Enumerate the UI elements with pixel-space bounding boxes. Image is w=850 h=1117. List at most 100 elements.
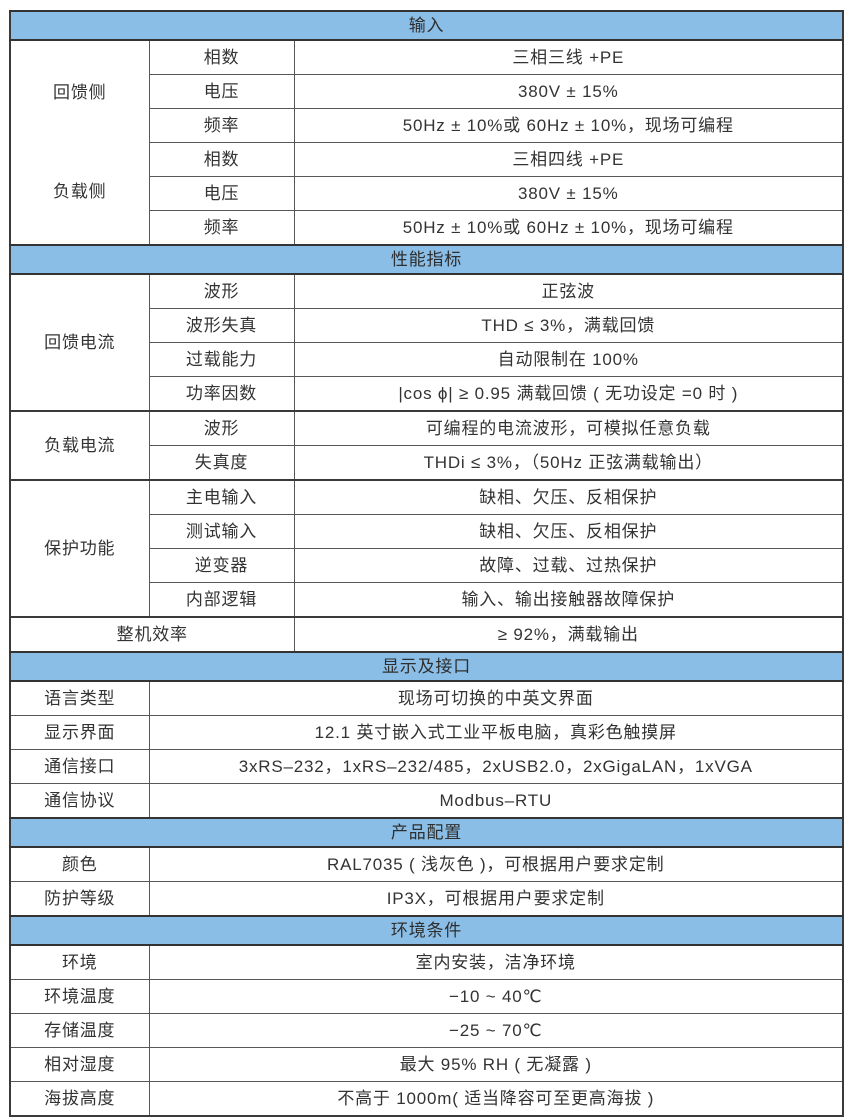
param-cell: 测试输入: [148, 514, 295, 549]
section-title-environment: 环境条件: [9, 915, 844, 946]
param-cell: 波形: [148, 273, 295, 309]
section-header-row-environment: 环境条件: [9, 915, 844, 946]
group-cell-protection: 保护功能: [9, 479, 150, 618]
value-cell: 正弦波: [293, 273, 844, 309]
table-row: 防护等级 IP3X，可根据用户要求定制: [9, 881, 844, 917]
table-row: 内部逻辑 输入、输出接触器故障保护: [10, 582, 844, 618]
value-cell: 50Hz ± 10%或 60Hz ± 10%，现场可编程: [293, 210, 844, 246]
value-cell: |cos ϕ| ≥ 0.95 满载回馈 ( 无功设定 =0 时 ): [293, 376, 844, 412]
table-row: 波形失真 THD ≤ 3%，满载回馈: [10, 308, 844, 343]
table-row: 逆变器 故障、过载、过热保护: [10, 548, 844, 583]
value-cell: 380V ± 15%: [293, 176, 844, 211]
value-cell: Modbus–RTU: [148, 783, 844, 819]
param-cell: 通信接口: [9, 749, 150, 784]
group-label-load-side: 负载侧: [53, 182, 107, 202]
param-cell: 环境温度: [9, 979, 150, 1014]
param-cell: 失真度: [148, 445, 295, 481]
param-cell: 海拔高度: [9, 1081, 150, 1117]
spec-sheet: 输入 回馈侧 负载侧 相数 三相三线 +PE 电压 380V ± 15% 频率 …: [9, 10, 844, 1117]
section-header-row-display-interface: 显示及接口: [9, 651, 844, 682]
value-cell: 三相三线 +PE: [293, 39, 844, 75]
value-cell: 12.1 英寸嵌入式工业平板电脑，真彩色触摸屏: [148, 715, 844, 750]
param-cell: 频率: [148, 108, 295, 143]
table-row: 显示界面 12.1 英寸嵌入式工业平板电脑，真彩色触摸屏: [9, 715, 844, 750]
value-cell: ≥ 92%，满载输出: [293, 616, 844, 653]
table-row: 保护功能 主电输入 缺相、欠压、反相保护: [9, 479, 844, 618]
param-cell: 颜色: [9, 846, 150, 882]
group-cell-feedback-current: 回馈电流: [9, 273, 150, 412]
param-cell: 过载能力: [148, 342, 295, 377]
section-title-product-config: 产品配置: [9, 817, 844, 848]
table-row: 通信接口 3xRS–232，1xRS–232/485，2xUSB2.0，2xGi…: [9, 749, 844, 784]
section-header-row-performance: 性能指标: [9, 244, 844, 275]
value-cell: 不高于 1000m( 适当降容可至更高海拔 ): [148, 1081, 844, 1117]
value-cell: 故障、过载、过热保护: [293, 548, 844, 583]
value-cell: 50Hz ± 10%或 60Hz ± 10%，现场可编程: [293, 108, 844, 143]
param-cell: 相数: [148, 39, 295, 75]
value-cell: IP3X，可根据用户要求定制: [148, 881, 844, 917]
value-cell: RAL7035 ( 浅灰色 )，可根据用户要求定制: [148, 846, 844, 882]
value-cell: 缺相、欠压、反相保护: [293, 514, 844, 549]
table-row: 频率 50Hz ± 10%或 60Hz ± 10%，现场可编程: [10, 210, 844, 246]
table-row-efficiency: 整机效率 ≥ 92%，满载输出: [9, 616, 844, 653]
value-cell: 现场可切换的中英文界面: [148, 680, 844, 716]
section-header-row-input: 输入: [9, 10, 844, 41]
value-cell: −10 ~ 40℃: [148, 979, 844, 1014]
value-cell: −25 ~ 70℃: [148, 1013, 844, 1048]
table-row: 通信协议 Modbus–RTU: [9, 783, 844, 819]
param-cell: 显示界面: [9, 715, 150, 750]
table-row: 测试输入 缺相、欠压、反相保护: [10, 514, 844, 549]
param-cell: 相对湿度: [9, 1047, 150, 1082]
param-cell: 逆变器: [148, 548, 295, 583]
table-row: 颜色 RAL7035 ( 浅灰色 )，可根据用户要求定制: [9, 846, 844, 882]
param-cell: 频率: [148, 210, 295, 246]
table-row: 回馈电流 波形 正弦波: [9, 273, 844, 412]
param-cell: 存储温度: [9, 1013, 150, 1048]
param-cell: 防护等级: [9, 881, 150, 917]
section-title-display-interface: 显示及接口: [9, 651, 844, 682]
value-cell: 380V ± 15%: [293, 74, 844, 109]
table-row: 相数 三相四线 +PE: [10, 142, 844, 177]
table-row: 过载能力 自动限制在 100%: [10, 342, 844, 377]
value-cell: THDi ≤ 3%，（50Hz 正弦满载输出）: [293, 445, 844, 481]
value-cell: THD ≤ 3%，满载回馈: [293, 308, 844, 343]
value-cell: 输入、输出接触器故障保护: [293, 582, 844, 618]
section-title-input: 输入: [9, 10, 844, 41]
param-cell: 主电输入: [148, 479, 295, 515]
table-row: 环境 室内安装，洁净环境: [9, 944, 844, 980]
param-cell-merged: 整机效率: [9, 616, 295, 653]
value-cell: 自动限制在 100%: [293, 342, 844, 377]
table-row: 海拔高度 不高于 1000m( 适当降容可至更高海拔 ): [9, 1081, 844, 1117]
param-cell: 环境: [9, 944, 150, 980]
param-cell: 波形失真: [148, 308, 295, 343]
group-cell-input-sides: 回馈侧 负载侧: [9, 39, 150, 246]
value-cell: 三相四线 +PE: [293, 142, 844, 177]
table-row: 电压 380V ± 15%: [10, 74, 844, 109]
value-cell: 室内安装，洁净环境: [148, 944, 844, 980]
group-label-feedback-side: 回馈侧: [53, 83, 107, 103]
param-cell: 电压: [148, 176, 295, 211]
section-title-performance: 性能指标: [9, 244, 844, 275]
table-row: 频率 50Hz ± 10%或 60Hz ± 10%，现场可编程: [10, 108, 844, 143]
table-row: 功率因数 |cos ϕ| ≥ 0.95 满载回馈 ( 无功设定 =0 时 ): [10, 376, 844, 412]
value-cell: 可编程的电流波形，可模拟任意负载: [293, 410, 844, 446]
section-header-row-product-config: 产品配置: [9, 817, 844, 848]
table-row: 电压 380V ± 15%: [10, 176, 844, 211]
group-cell-load-current: 负载电流: [9, 410, 150, 481]
table-row: 环境温度 −10 ~ 40℃: [9, 979, 844, 1014]
table-row: 负载电流 波形 可编程的电流波形，可模拟任意负载: [9, 410, 844, 481]
table-row: 相对湿度 最大 95% RH ( 无凝露 ): [9, 1047, 844, 1082]
value-cell: 3xRS–232，1xRS–232/485，2xUSB2.0，2xGigaLAN…: [148, 749, 844, 784]
param-cell: 电压: [148, 74, 295, 109]
param-cell: 相数: [148, 142, 295, 177]
table-row: 存储温度 −25 ~ 70℃: [9, 1013, 844, 1048]
table-row: 语言类型 现场可切换的中英文界面: [9, 680, 844, 716]
spec-table: 输入 回馈侧 负载侧 相数 三相三线 +PE 电压 380V ± 15% 频率 …: [9, 10, 844, 1117]
param-cell: 内部逻辑: [148, 582, 295, 618]
table-row: 回馈侧 负载侧 相数 三相三线 +PE: [9, 39, 844, 246]
param-cell: 波形: [148, 410, 295, 446]
value-cell: 最大 95% RH ( 无凝露 ): [148, 1047, 844, 1082]
param-cell: 语言类型: [9, 680, 150, 716]
param-cell: 功率因数: [148, 376, 295, 412]
group-label-stack: 回馈侧 负载侧: [11, 44, 148, 242]
